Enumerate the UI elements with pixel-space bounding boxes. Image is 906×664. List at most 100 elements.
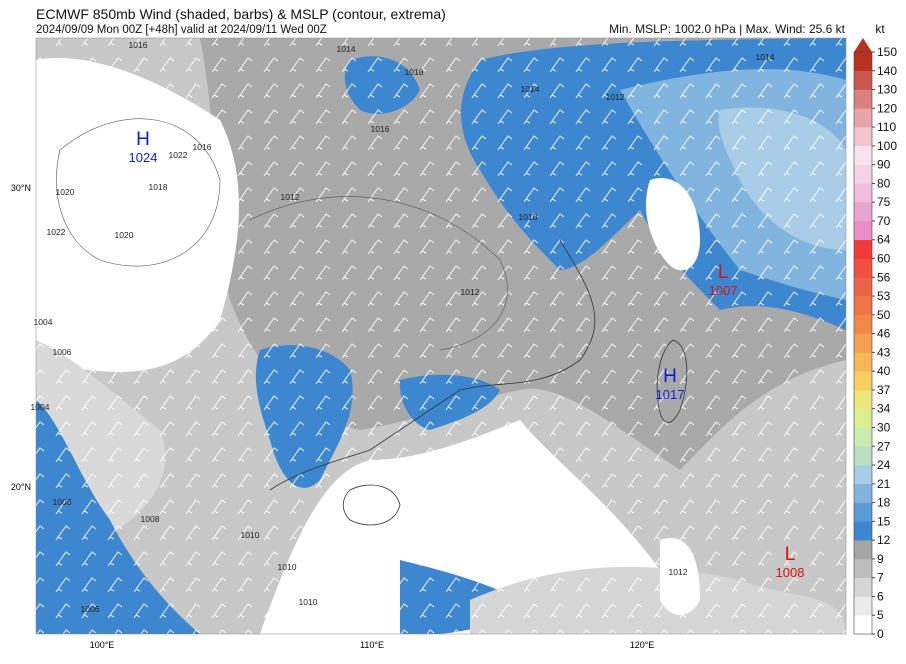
contour-label: 1010	[241, 530, 260, 540]
colorbar-tick-label: 50	[877, 308, 891, 322]
colorbar-tick-label: 0	[877, 627, 884, 641]
colorbar-tick-label: 7	[877, 571, 884, 585]
colorbar-segment	[854, 596, 872, 616]
colorbar-tick-label: 70	[877, 214, 891, 228]
contour-label: 1004	[31, 402, 50, 412]
colorbar-tick-label: 60	[877, 252, 891, 266]
colorbar-tick-label: 56	[877, 270, 891, 284]
map	[36, 38, 846, 634]
colorbar-tick-label: 18	[877, 496, 891, 510]
contour-label: 1016	[193, 142, 212, 152]
colorbar-segment	[854, 408, 872, 428]
center-value: 1017	[656, 387, 685, 402]
lat-label: 30°N	[11, 183, 31, 193]
colorbar-segment	[854, 108, 872, 128]
colorbar-tick-label: 30	[877, 420, 891, 434]
colorbar-segment	[854, 465, 872, 485]
contour-label: 1012	[606, 92, 625, 102]
contour-label: 1022	[47, 227, 66, 237]
colorbar-segment	[854, 183, 872, 203]
colorbar-arrow	[854, 38, 872, 52]
colorbar-segment	[854, 314, 872, 334]
colorbar-segment	[854, 446, 872, 466]
colorbar-segment	[854, 277, 872, 297]
contour-label: 1016	[371, 124, 390, 134]
colorbar-tick-label: 110	[877, 120, 896, 134]
contour-label: 1012	[461, 287, 480, 297]
colorbar-tick-label: 130	[877, 83, 897, 97]
contour-label: 1018	[149, 182, 168, 192]
colorbar-segment	[854, 145, 872, 165]
lon-label: 110°E	[360, 640, 384, 650]
contour-label: 1008	[53, 497, 72, 507]
contour-label: 1012	[281, 192, 300, 202]
colorbar-tick-label: 27	[877, 439, 891, 453]
colorbar-segment	[854, 239, 872, 259]
colorbar-unit: kt	[875, 22, 885, 36]
stats: Min. MSLP: 1002.0 hPa | Max. Wind: 25.6 …	[609, 22, 846, 36]
colorbar-tick-label: 37	[877, 383, 891, 397]
colorbar-tick-label: 6	[877, 589, 884, 603]
colorbar-tick-label: 46	[877, 327, 891, 341]
colorbar-segment	[854, 89, 872, 109]
center-value: 1024	[129, 150, 158, 165]
center-letter: L	[785, 544, 796, 565]
colorbar-segment	[854, 52, 872, 72]
colorbar-tick-label: 9	[877, 552, 884, 566]
colorbar-segment	[854, 371, 872, 391]
contour-label: 1020	[56, 187, 75, 197]
colorbar-tick-label: 5	[877, 608, 884, 622]
lat-label: 20°N	[11, 482, 31, 492]
colorbar-segment	[854, 615, 872, 635]
colorbar-tick-label: 34	[877, 402, 891, 416]
map-frame	[35, 37, 847, 635]
lon-label: 100°E	[90, 640, 115, 650]
colorbar-segment	[854, 558, 872, 578]
contour-label: 1018	[405, 67, 424, 77]
contour-label: 1014	[337, 44, 356, 54]
colorbar-tick-label: 120	[877, 101, 897, 115]
colorbar-segment	[854, 70, 872, 90]
colorbar-segment	[854, 333, 872, 353]
colorbar-segment	[854, 220, 872, 241]
title: ECMWF 850mb Wind (shaded, barbs) & MSLP …	[36, 6, 446, 22]
colorbar-segment	[854, 258, 872, 278]
subtitle: 2024/09/09 Mon 00Z [+48h] valid at 2024/…	[36, 24, 327, 36]
colorbar-tick-label: 53	[877, 289, 891, 303]
center-letter: L	[718, 262, 729, 283]
colorbar-segment	[854, 127, 872, 147]
colorbar-segment	[854, 502, 872, 522]
contour-label: 1006	[81, 604, 100, 614]
colorbar-tick-label: 75	[877, 195, 891, 209]
contour-label: 1010	[299, 597, 318, 607]
contour-label: 1004	[34, 317, 53, 327]
colorbar-tick-label: 24	[877, 458, 891, 472]
colorbar-segment	[854, 164, 872, 184]
colorbar-segment	[854, 352, 872, 372]
contour-label: 1020	[115, 230, 134, 240]
contour-label: 1014	[521, 84, 540, 94]
contour-label: 1010	[278, 562, 297, 572]
colorbar-tick-label: 15	[877, 514, 891, 528]
colorbar-segment	[854, 296, 872, 316]
colorbar-segment	[854, 427, 872, 447]
colorbar-frame	[853, 51, 873, 635]
center-value: 1007	[709, 283, 738, 298]
colorbar-tick-label: 100	[877, 139, 897, 153]
contour-label: 1006	[53, 347, 72, 357]
colorbar-segment	[854, 521, 872, 541]
contour-label: 1010	[519, 212, 538, 222]
contour-label: 1022	[169, 150, 188, 160]
colorbar-segment	[854, 389, 872, 410]
colorbar-tick-label: 80	[877, 176, 891, 190]
colorbar-tick-label: 21	[877, 477, 891, 491]
colorbar-tick-label: 140	[877, 64, 897, 78]
colorbar-tick-label: 64	[877, 233, 891, 247]
contour-label: 1012	[669, 567, 688, 577]
contour-label: 1008	[141, 514, 160, 524]
colorbar-tick-label: 150	[877, 45, 897, 59]
center-value: 1008	[776, 565, 805, 580]
colorbar-tick-label: 43	[877, 345, 891, 359]
lon-label: 120°E	[630, 640, 655, 650]
